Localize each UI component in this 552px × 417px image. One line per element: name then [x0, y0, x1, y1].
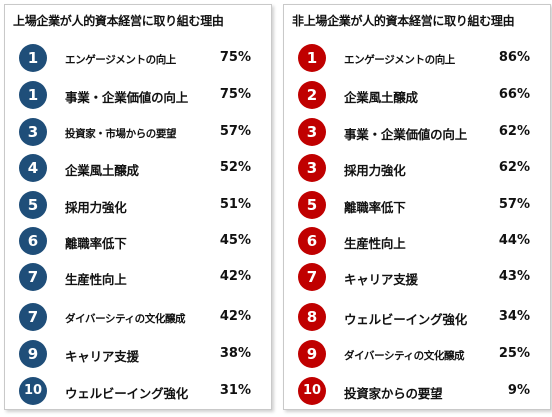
percent-value: 75% — [219, 87, 251, 102]
ranking-row: 5 離職率低下 57% — [284, 189, 550, 221]
reason-label: 離職率低下 — [65, 236, 127, 251]
reason-label: 離職率低下 — [344, 200, 406, 215]
percent-value: 66% — [498, 87, 530, 102]
percent-value: 43% — [498, 269, 530, 284]
percent-value: 44% — [498, 233, 530, 248]
rank-badge: 10 — [298, 377, 326, 405]
ranking-row: 8 ウェルビーイング強化 34% — [284, 301, 550, 333]
percent-value: 34% — [498, 309, 530, 324]
reason-label: 投資家・市場からの要望 — [65, 128, 177, 140]
rank-badge: 7 — [19, 263, 47, 291]
percent-value: 42% — [219, 309, 251, 324]
ranking-row: 3 投資家・市場からの要望 57% — [5, 116, 271, 148]
ranking-row: 1 事業・企業価値の向上 75% — [5, 79, 271, 111]
ranking-row: 7 ダイバーシティの文化醸成 42% — [5, 301, 271, 333]
reason-label: エンゲージメントの向上 — [344, 54, 455, 66]
percent-value: 42% — [219, 269, 251, 284]
reason-label: ダイバーシティの文化醸成 — [65, 313, 186, 325]
percent-value: 25% — [498, 346, 530, 361]
percent-value: 52% — [219, 160, 251, 175]
ranking-row: 3 事業・企業価値の向上 62% — [284, 116, 550, 148]
rank-badge: 1 — [19, 81, 47, 109]
percent-value: 31% — [219, 383, 251, 398]
ranking-row: 10 ウェルビーイング強化 31% — [5, 375, 271, 407]
panel-title: 非上場企業が人的資本経営に取り組む理由 — [292, 14, 515, 28]
rank-badge: 1 — [298, 44, 326, 72]
panel-title: 上場企業が人的資本経営に取り組む理由 — [13, 14, 224, 28]
reason-label: キャリア支援 — [65, 349, 139, 364]
percent-value: 62% — [498, 124, 530, 139]
rank-badge: 9 — [19, 340, 47, 368]
ranking-row: 3 採用力強化 62% — [284, 152, 550, 184]
unlisted-panel: 非上場企業が人的資本経営に取り組む理由 1 エンゲージメントの向上 86% 2 企業風土… — [283, 4, 551, 410]
reason-label: 投資家からの要望 — [344, 386, 443, 401]
ranking-row: 7 生産性向上 42% — [5, 261, 271, 293]
reason-label: 採用力強化 — [344, 163, 406, 178]
percent-value: 51% — [219, 197, 251, 212]
rank-badge: 3 — [19, 118, 47, 146]
rank-badge: 7 — [19, 303, 47, 331]
percent-value: 57% — [219, 124, 251, 139]
rank-badge: 9 — [298, 340, 326, 368]
rank-badge: 3 — [298, 154, 326, 182]
percent-value: 57% — [498, 197, 530, 212]
rank-badge: 1 — [19, 44, 47, 72]
percent-value: 86% — [498, 50, 530, 65]
rank-badge: 5 — [19, 191, 47, 219]
percent-value: 62% — [498, 160, 530, 175]
rank-badge: 4 — [19, 154, 47, 182]
ranking-row: 2 企業風土醸成 66% — [284, 79, 550, 111]
percent-value: 9% — [507, 383, 530, 398]
percent-value: 45% — [219, 233, 251, 248]
reason-label: 採用力強化 — [65, 200, 127, 215]
rank-badge: 6 — [298, 227, 326, 255]
rank-badge: 6 — [19, 227, 47, 255]
ranking-row: 6 生産性向上 44% — [284, 225, 550, 257]
ranking-row: 7 キャリア支援 43% — [284, 261, 550, 293]
reason-label: 生産性向上 — [344, 236, 406, 251]
ranking-row: 9 ダイバーシティの文化醸成 25% — [284, 338, 550, 370]
rank-badge: 5 — [298, 191, 326, 219]
rank-badge: 7 — [298, 263, 326, 291]
ranking-row: 4 企業風土醸成 52% — [5, 152, 271, 184]
reason-label: ウェルビーイング強化 — [344, 312, 468, 327]
reason-label: 企業風土醸成 — [344, 90, 418, 105]
ranking-row: 1 エンゲージメントの向上 75% — [5, 42, 271, 74]
reason-label: エンゲージメントの向上 — [65, 54, 176, 66]
rank-badge: 3 — [298, 118, 326, 146]
rank-badge: 2 — [298, 81, 326, 109]
percent-value: 38% — [219, 346, 251, 361]
rank-badge: 8 — [298, 303, 326, 331]
ranking-row: 1 エンゲージメントの向上 86% — [284, 42, 550, 74]
reason-label: 事業・企業価値の向上 — [65, 90, 189, 105]
ranking-row: 6 離職率低下 45% — [5, 225, 271, 257]
ranking-row: 10 投資家からの要望 9% — [284, 375, 550, 407]
percent-value: 75% — [219, 50, 251, 65]
reason-label: ウェルビーイング強化 — [65, 386, 189, 401]
listed-panel: 上場企業が人的資本経営に取り組む理由 1 エンゲージメントの向上 75% 1 事業・企業… — [4, 4, 272, 410]
reason-label: 企業風土醸成 — [65, 163, 139, 178]
rank-badge: 10 — [19, 377, 47, 405]
reason-label: 生産性向上 — [65, 272, 127, 287]
reason-label: 事業・企業価値の向上 — [344, 127, 468, 142]
reason-label: ダイバーシティの文化醸成 — [344, 350, 465, 362]
ranking-row: 5 採用力強化 51% — [5, 189, 271, 221]
reason-label: キャリア支援 — [344, 272, 418, 287]
ranking-row: 9 キャリア支援 38% — [5, 338, 271, 370]
